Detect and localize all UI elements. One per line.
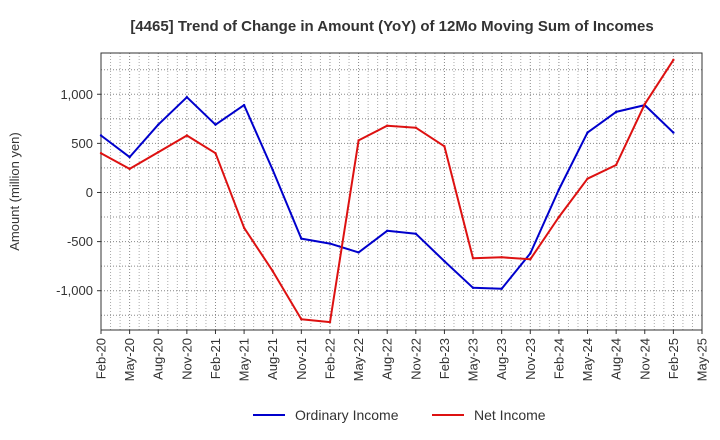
x-tick-label: Feb-23 [437, 338, 452, 379]
data-point [414, 232, 418, 235]
data-point [557, 188, 561, 191]
data-point [672, 58, 675, 62]
data-point [242, 103, 246, 107]
x-tick-label: Aug-22 [380, 338, 395, 380]
data-point [357, 139, 360, 142]
y-axis-label: Amount (million yen) [7, 132, 22, 251]
data-point [557, 215, 561, 219]
data-point [157, 123, 160, 126]
data-point [500, 256, 503, 259]
data-point [586, 177, 589, 180]
data-point [300, 317, 303, 321]
data-point [614, 110, 618, 114]
plot-frame [100, 52, 703, 331]
x-tick-label: Nov-20 [179, 338, 194, 380]
data-point [242, 226, 246, 230]
data-point [300, 237, 303, 240]
data-point [214, 151, 217, 155]
x-tick-label: Feb-22 [322, 338, 337, 379]
x-tick-label: Nov-23 [523, 338, 538, 380]
legend-item: Ordinary Income [253, 407, 399, 423]
axes: -1,000 -500 0 500 1,000 Feb-20 May-20 Aug-20 Nov… [56, 52, 710, 381]
x-tick-label: Aug-23 [494, 338, 509, 380]
data-point [586, 131, 589, 134]
data-point [614, 163, 618, 167]
data-point [328, 242, 332, 245]
x-tick-label: May-21 [237, 338, 252, 381]
x-tick-label: Feb-20 [94, 338, 109, 379]
data-point [500, 287, 503, 290]
plot-area [101, 53, 702, 330]
y-tick-label: 1,000 [60, 87, 93, 102]
x-tick-label: Nov-22 [408, 338, 423, 380]
data-point [214, 123, 217, 126]
y-tick-label: 500 [71, 136, 93, 151]
data-point [443, 260, 446, 263]
x-tick-label: Aug-20 [151, 338, 166, 380]
data-point [271, 168, 274, 172]
data-point [99, 151, 103, 155]
legend-label: Ordinary Income [295, 407, 399, 423]
x-tick-label: Feb-21 [208, 338, 223, 379]
data-point [128, 155, 131, 159]
data-point [271, 269, 274, 273]
x-tick-label: May-23 [466, 338, 481, 381]
chart-title: [4465] Trend of Change in Amount (YoY) o… [130, 18, 653, 35]
x-tick-label: Aug-21 [265, 338, 280, 380]
data-point [471, 286, 475, 289]
data-point [471, 257, 475, 260]
data-point [185, 134, 189, 137]
series-ordinary-income [99, 96, 675, 290]
legend: Ordinary Income Net Income [253, 407, 546, 423]
legend-item: Net Income [432, 407, 546, 423]
series-net-income [99, 58, 675, 324]
x-tick-label: May-24 [580, 338, 595, 381]
x-tick-label: May-25 [695, 338, 710, 381]
x-tick-label: Nov-21 [294, 338, 309, 380]
x-tick-label: Feb-24 [551, 338, 566, 379]
y-tick-label: 0 [86, 185, 93, 200]
data-point [157, 151, 160, 154]
data-point [185, 96, 189, 99]
data-point [328, 320, 332, 324]
data-point [128, 167, 131, 171]
x-tick-label: May-22 [351, 338, 366, 381]
data-point [385, 124, 389, 127]
data-point [357, 251, 360, 254]
data-point [443, 145, 446, 148]
grid [100, 53, 703, 330]
y-tick-label: -1,000 [56, 283, 93, 298]
data-point [99, 134, 103, 137]
data-point [529, 258, 532, 261]
x-tick-label: Aug-24 [609, 338, 624, 380]
series-layer [99, 58, 675, 324]
x-tick-label: Feb-25 [666, 338, 681, 379]
x-tick-label: Nov-24 [637, 338, 652, 380]
y-tick-label: -500 [67, 234, 93, 249]
data-point [672, 131, 675, 134]
legend-label: Net Income [474, 407, 546, 423]
data-point [385, 229, 389, 232]
x-tick-label: May-20 [122, 338, 137, 381]
data-point [529, 252, 532, 255]
data-point [643, 102, 646, 106]
data-point [414, 126, 418, 129]
